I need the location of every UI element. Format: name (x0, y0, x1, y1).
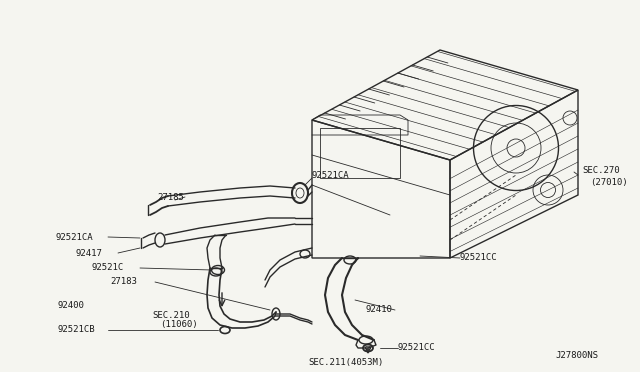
Text: 27185: 27185 (157, 192, 184, 202)
Text: SEC.270: SEC.270 (582, 166, 620, 174)
Text: 27183: 27183 (110, 278, 137, 286)
Text: 92521CC: 92521CC (460, 253, 498, 263)
Text: SEC.211(4053M): SEC.211(4053M) (308, 359, 383, 368)
Text: 92521CB: 92521CB (58, 326, 95, 334)
Text: (11060): (11060) (160, 321, 198, 330)
Text: J27800NS: J27800NS (555, 350, 598, 359)
Text: 92521CA: 92521CA (55, 232, 93, 241)
Text: 92521C: 92521C (92, 263, 124, 273)
Text: 92400: 92400 (58, 301, 85, 310)
Text: 92410: 92410 (365, 305, 392, 314)
Text: 92417: 92417 (75, 248, 102, 257)
Text: (27010): (27010) (590, 177, 628, 186)
Text: 92521CC: 92521CC (398, 343, 436, 353)
Text: SEC.210: SEC.210 (152, 311, 189, 320)
Text: 92521CA: 92521CA (312, 170, 349, 180)
